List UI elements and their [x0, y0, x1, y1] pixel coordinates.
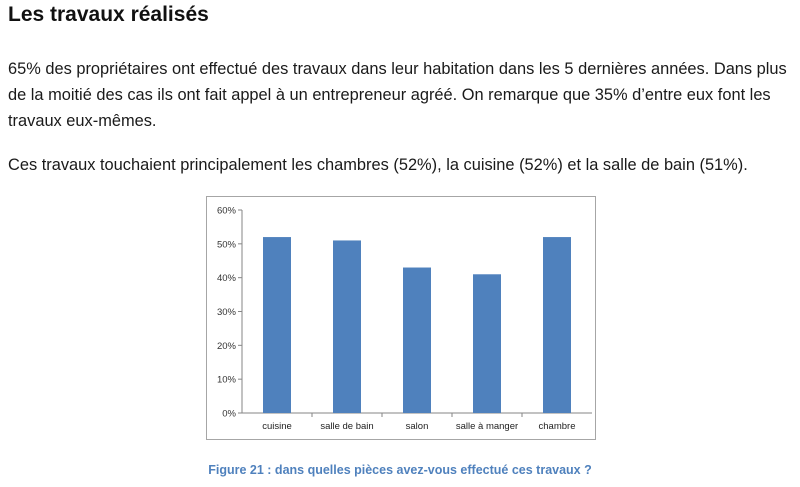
y-tick-label: 20% [217, 341, 237, 352]
y-tick-label: 50% [217, 239, 237, 250]
paragraph-intro: 65% des propriétaires ont effectué des t… [8, 60, 787, 130]
y-tick-label: 30% [217, 307, 237, 318]
section-heading: Les travaux réalisés [8, 3, 209, 26]
y-tick-label: 40% [217, 273, 237, 284]
bar [403, 267, 431, 413]
y-tick-label: 60% [217, 206, 237, 217]
x-tick-label: salle à manger [456, 421, 518, 432]
y-tick-label: 10% [217, 375, 237, 386]
y-tick-label: 0% [222, 409, 236, 420]
bar-chart-svg: 0% 10% 20% 30% 40% 50% 60% cuisine salle de bain… [217, 206, 592, 432]
figure-caption: Figure 21 : dans quelles pièces avez-vou… [208, 463, 592, 477]
bar [473, 274, 501, 413]
x-tick-label: salon [406, 421, 429, 432]
x-tick-label: salle de bain [320, 421, 373, 432]
bar [333, 240, 361, 413]
x-tick-label: chambre [539, 421, 576, 432]
bar [263, 237, 291, 413]
x-tick-label: cuisine [262, 421, 292, 432]
bar [543, 237, 571, 413]
bar-chart: 0% 10% 20% 30% 40% 50% 60% cuisine salle de bain… [206, 196, 596, 440]
paragraph-rooms: Ces travaux touchaient principalement le… [8, 156, 748, 174]
